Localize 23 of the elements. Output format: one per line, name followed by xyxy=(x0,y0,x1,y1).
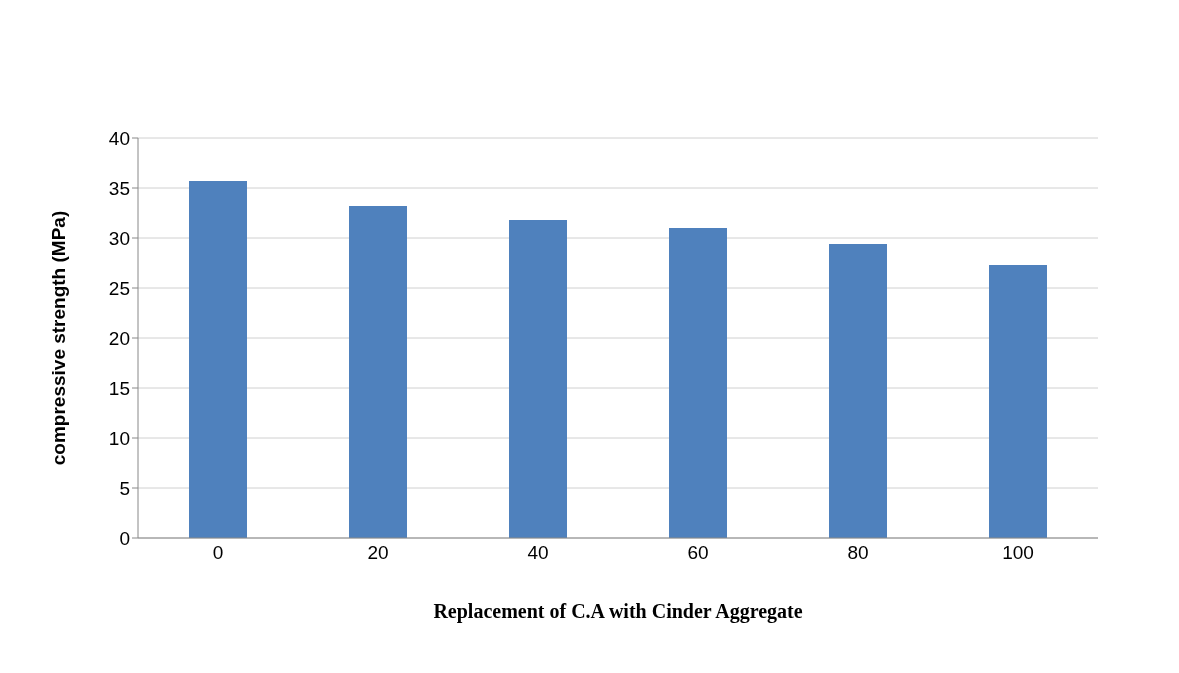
y-tick-label: 40 xyxy=(108,127,130,149)
bar xyxy=(829,244,887,538)
x-tick-label: 80 xyxy=(847,542,869,564)
bar xyxy=(989,265,1047,538)
bar xyxy=(669,228,727,538)
bar xyxy=(189,181,247,538)
x-tick-label: 20 xyxy=(367,542,389,564)
x-tick-label: 0 xyxy=(212,542,224,564)
x-axis-title: Replacement of C.A with Cinder Aggregate xyxy=(433,600,803,623)
y-tick-label: 15 xyxy=(108,377,130,399)
x-tick-label: 60 xyxy=(687,542,709,564)
bar xyxy=(509,220,567,538)
y-tick-label: 30 xyxy=(108,227,130,249)
y-tick-label: 5 xyxy=(119,477,130,499)
x-tick-label: 100 xyxy=(1002,542,1034,564)
bar xyxy=(349,206,407,538)
y-tick-label: 0 xyxy=(119,527,130,549)
y-tick-label: 25 xyxy=(108,277,130,299)
y-tick-label: 35 xyxy=(108,177,130,199)
y-tick-label: 10 xyxy=(108,427,130,449)
x-tick-label: 40 xyxy=(527,542,549,564)
y-tick-label: 20 xyxy=(108,327,130,349)
y-axis-title: compressive strength (MPa) xyxy=(47,210,69,466)
